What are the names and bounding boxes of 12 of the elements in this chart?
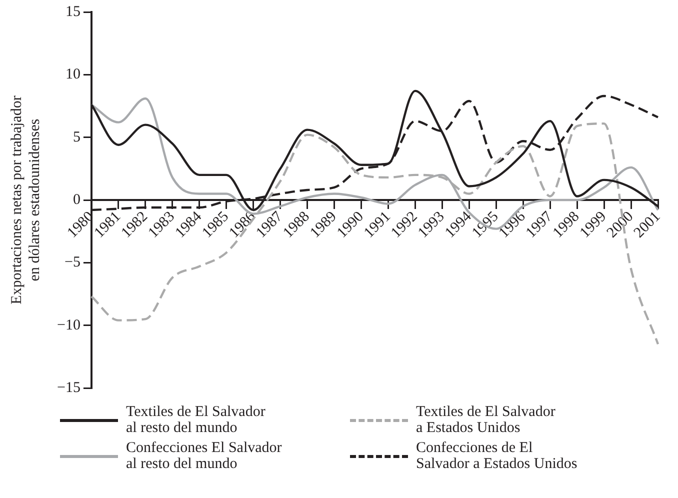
y-tick-label: −5 <box>64 254 80 271</box>
y-tick-label: −15 <box>56 380 80 396</box>
legend-label: Confecciones de El Salvador a Estados Unidos <box>416 440 578 472</box>
y-tick-label: 15 <box>65 4 80 20</box>
y-tick-label: 0 <box>72 192 80 208</box>
y-tick-label: −10 <box>56 317 80 334</box>
y-tick-label: 5 <box>72 129 80 146</box>
y-axis-title: Exportaciones netas por trabajador en dólares estadounidenses <box>8 96 43 304</box>
y-tick-label: 10 <box>65 66 80 83</box>
legend-label: Textiles de El Salvador al resto del mundo <box>126 404 266 436</box>
legend-label: Confecciones El Salvador al resto del mundo <box>126 440 283 472</box>
legend-label: Textiles de El Salvador a Estados Unidos <box>416 404 556 436</box>
